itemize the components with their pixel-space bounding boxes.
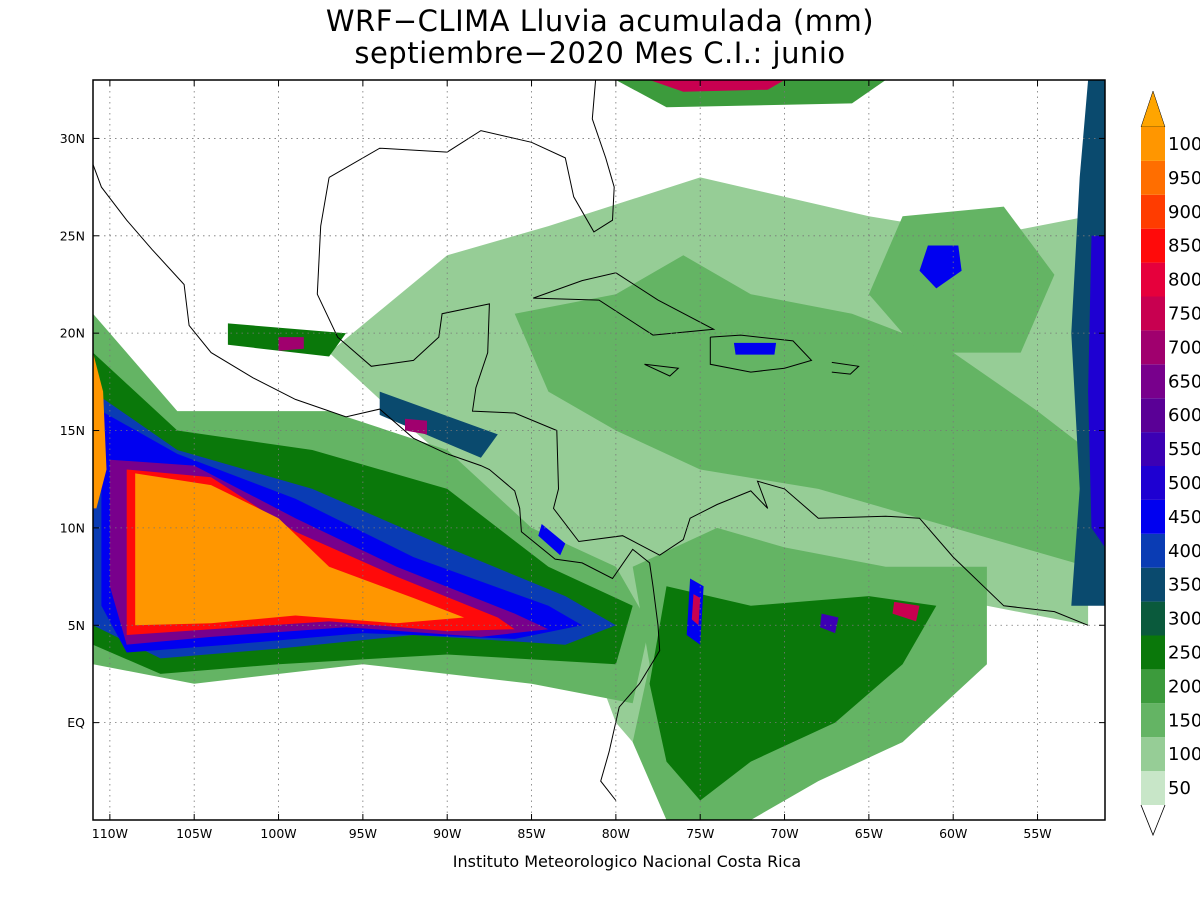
axis-labels: 30N 25N 20N 15N 10N 5N EQ 110W 105W 100W 95W 90W 85W… — [60, 80, 1105, 841]
colorbar-swatch — [1141, 398, 1165, 433]
lon-tick-label: 110W — [92, 826, 128, 841]
colorbar-swatch — [1141, 330, 1165, 365]
colorbar-label: 350 — [1168, 575, 1200, 596]
colorbar-swatch — [1141, 466, 1165, 500]
lon-tick-label: 85W — [517, 826, 545, 841]
colorbar-swatch — [1141, 160, 1165, 195]
lat-tick-label: 10N — [60, 520, 85, 535]
lat-tick-label: 30N — [60, 131, 85, 146]
colorbar-under-triangle — [1140, 804, 1166, 837]
colorbar-swatch — [1141, 296, 1165, 331]
colorbar-swatch — [1141, 567, 1165, 602]
map-title: WRF−CLIMA Lluvia acumulada (mm) — [325, 4, 875, 38]
rain-field-atlantic-north-east — [868, 206, 1055, 353]
colorbar-swatch — [1141, 499, 1165, 534]
colorbar-swatch — [1141, 635, 1165, 670]
rain-field-atlantic-north-east-core — [919, 245, 962, 289]
colorbar-label: 400 — [1168, 541, 1200, 562]
colorbar-swatch — [1141, 703, 1165, 738]
coastline-segment — [533, 272, 716, 336]
colorbar-label: 950 — [1168, 168, 1200, 189]
colorbar-label: 50 — [1168, 778, 1191, 799]
lon-tick-label: 90W — [433, 826, 461, 841]
colorbar-over-triangle — [1140, 90, 1166, 128]
colorbar-label: 500 — [1168, 473, 1200, 494]
coastline-segment — [709, 334, 813, 373]
rain-field-venezuela-cell — [892, 601, 920, 622]
colorbar-label: 200 — [1168, 676, 1200, 697]
lat-tick-label: EQ — [67, 715, 85, 730]
rain-field-south-america-250 — [649, 586, 937, 801]
colorbar-label: 650 — [1168, 371, 1200, 392]
colorbar-swatch — [1141, 432, 1165, 466]
lat-tick-label: 15N — [60, 423, 85, 438]
lat-tick-label: 20N — [60, 326, 85, 341]
rain-field-guatemala-cell — [405, 418, 427, 435]
colorbar-swatch — [1141, 737, 1165, 772]
coastline-segment — [93, 109, 661, 801]
graticule-layer — [93, 80, 1105, 820]
colorbar-label: 750 — [1168, 304, 1200, 325]
rain-field-itcz-1000 — [135, 473, 465, 626]
rain-field-costa-rica-cell — [538, 524, 566, 556]
colorbar-swatch — [1141, 601, 1165, 636]
map-subtitle: septiembre−2020 Mes C.I.: junio — [354, 36, 846, 70]
colorbar-swatch — [1141, 228, 1165, 263]
coastline-segment — [316, 177, 1089, 626]
colorbar-label: 250 — [1168, 642, 1200, 663]
rainfall-field-layer — [93, 80, 1105, 820]
rain-field-caribbean-150 — [514, 255, 1089, 567]
lon-tick-label: 55W — [1023, 826, 1051, 841]
colorbar-swatch — [1141, 127, 1165, 161]
lon-tick-label: 105W — [176, 826, 212, 841]
rain-field-north-edge-red — [649, 80, 785, 92]
colorbar-swatch — [1141, 533, 1165, 568]
rain-field-hispaniola-cell — [733, 342, 777, 355]
colorbar-label: 300 — [1168, 609, 1200, 630]
coastline-segment — [831, 361, 860, 375]
lon-tick-label: 75W — [686, 826, 714, 841]
lon-tick-label: 70W — [770, 826, 798, 841]
lat-tick-label: 5N — [68, 618, 85, 633]
colorbar-label: 900 — [1168, 202, 1200, 223]
colorbar-label: 700 — [1168, 337, 1200, 358]
credit-text: Instituto Meteorologico Nacional Costa R… — [452, 852, 802, 871]
colorbar-label: 450 — [1168, 507, 1200, 528]
lon-tick-label: 80W — [602, 826, 630, 841]
lon-tick-label: 65W — [855, 826, 883, 841]
colorbar-label: 600 — [1168, 405, 1200, 426]
rain-field-atlantic-east-max — [1088, 235, 1105, 548]
map-frame — [92, 79, 1106, 821]
rain-field-honduras-band — [379, 391, 498, 458]
colorbar-label: 100 — [1168, 744, 1200, 765]
rain-field-colombia-col1-core — [691, 594, 701, 626]
colorbar-swatch — [1141, 194, 1165, 229]
colorbar-swatch — [1141, 364, 1165, 399]
colorbar-label: 150 — [1168, 710, 1200, 731]
colorbar-label: 800 — [1168, 270, 1200, 291]
lon-tick-label: 95W — [349, 826, 377, 841]
colorbar: 50 100 150 200 250 300 350 400 450 500 550 600 650 70… — [1140, 90, 1200, 837]
rain-field-venezuela-cell2 — [820, 613, 839, 634]
colorbar-label: 850 — [1168, 236, 1200, 257]
coastline-segment — [328, 80, 615, 233]
colorbar-label: 550 — [1168, 439, 1200, 460]
colorbar-label: 1000 — [1168, 134, 1200, 155]
lat-tick-label: 25N — [60, 228, 85, 243]
colorbar-swatch — [1141, 771, 1165, 805]
colorbar-swatch — [1141, 669, 1165, 704]
coastline-segment — [644, 363, 680, 377]
colorbar-swatch — [1141, 262, 1165, 297]
lon-tick-label: 100W — [260, 826, 296, 841]
rain-field-mexico-gulf-cell — [278, 337, 304, 351]
lon-tick-label: 60W — [939, 826, 967, 841]
